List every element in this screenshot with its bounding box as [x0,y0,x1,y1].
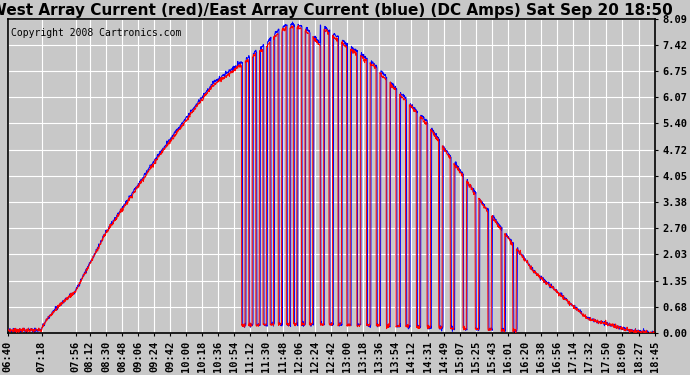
Text: Copyright 2008 Cartronics.com: Copyright 2008 Cartronics.com [11,28,181,38]
Title: West Array Current (red)/East Array Current (blue) (DC Amps) Sat Sep 20 18:50: West Array Current (red)/East Array Curr… [0,3,673,18]
